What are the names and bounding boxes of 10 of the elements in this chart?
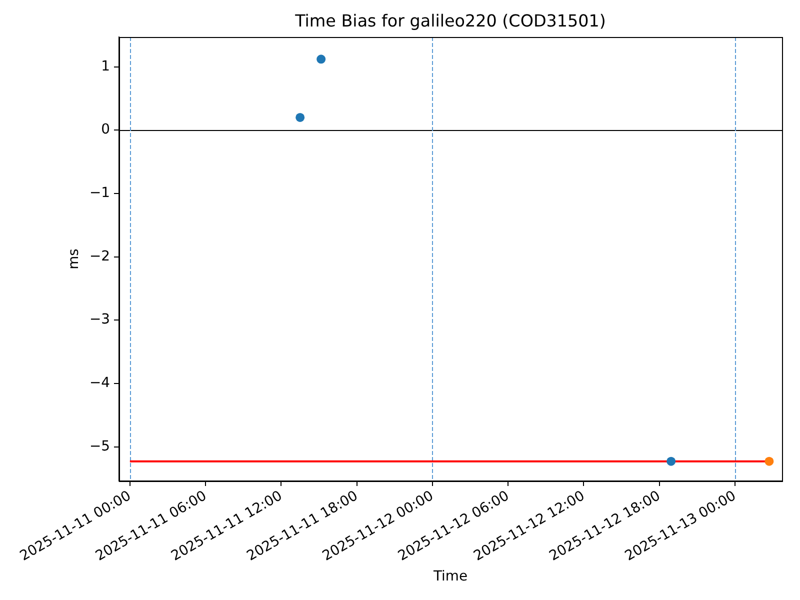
y-tick-label: 0: [101, 122, 110, 138]
chart-title: Time Bias for galileo220 (COD31501): [294, 10, 606, 30]
y-tick-label: −2: [90, 248, 110, 264]
y-tick-label: 1: [101, 58, 110, 74]
y-axis-title: ms: [66, 248, 82, 270]
x-axis-title: Time: [432, 568, 468, 584]
y-tick-label: −4: [90, 375, 110, 392]
y-tick-label: −3: [90, 312, 110, 328]
y-tick-label: −1: [90, 185, 110, 202]
y-tick-label: −5: [90, 438, 110, 454]
